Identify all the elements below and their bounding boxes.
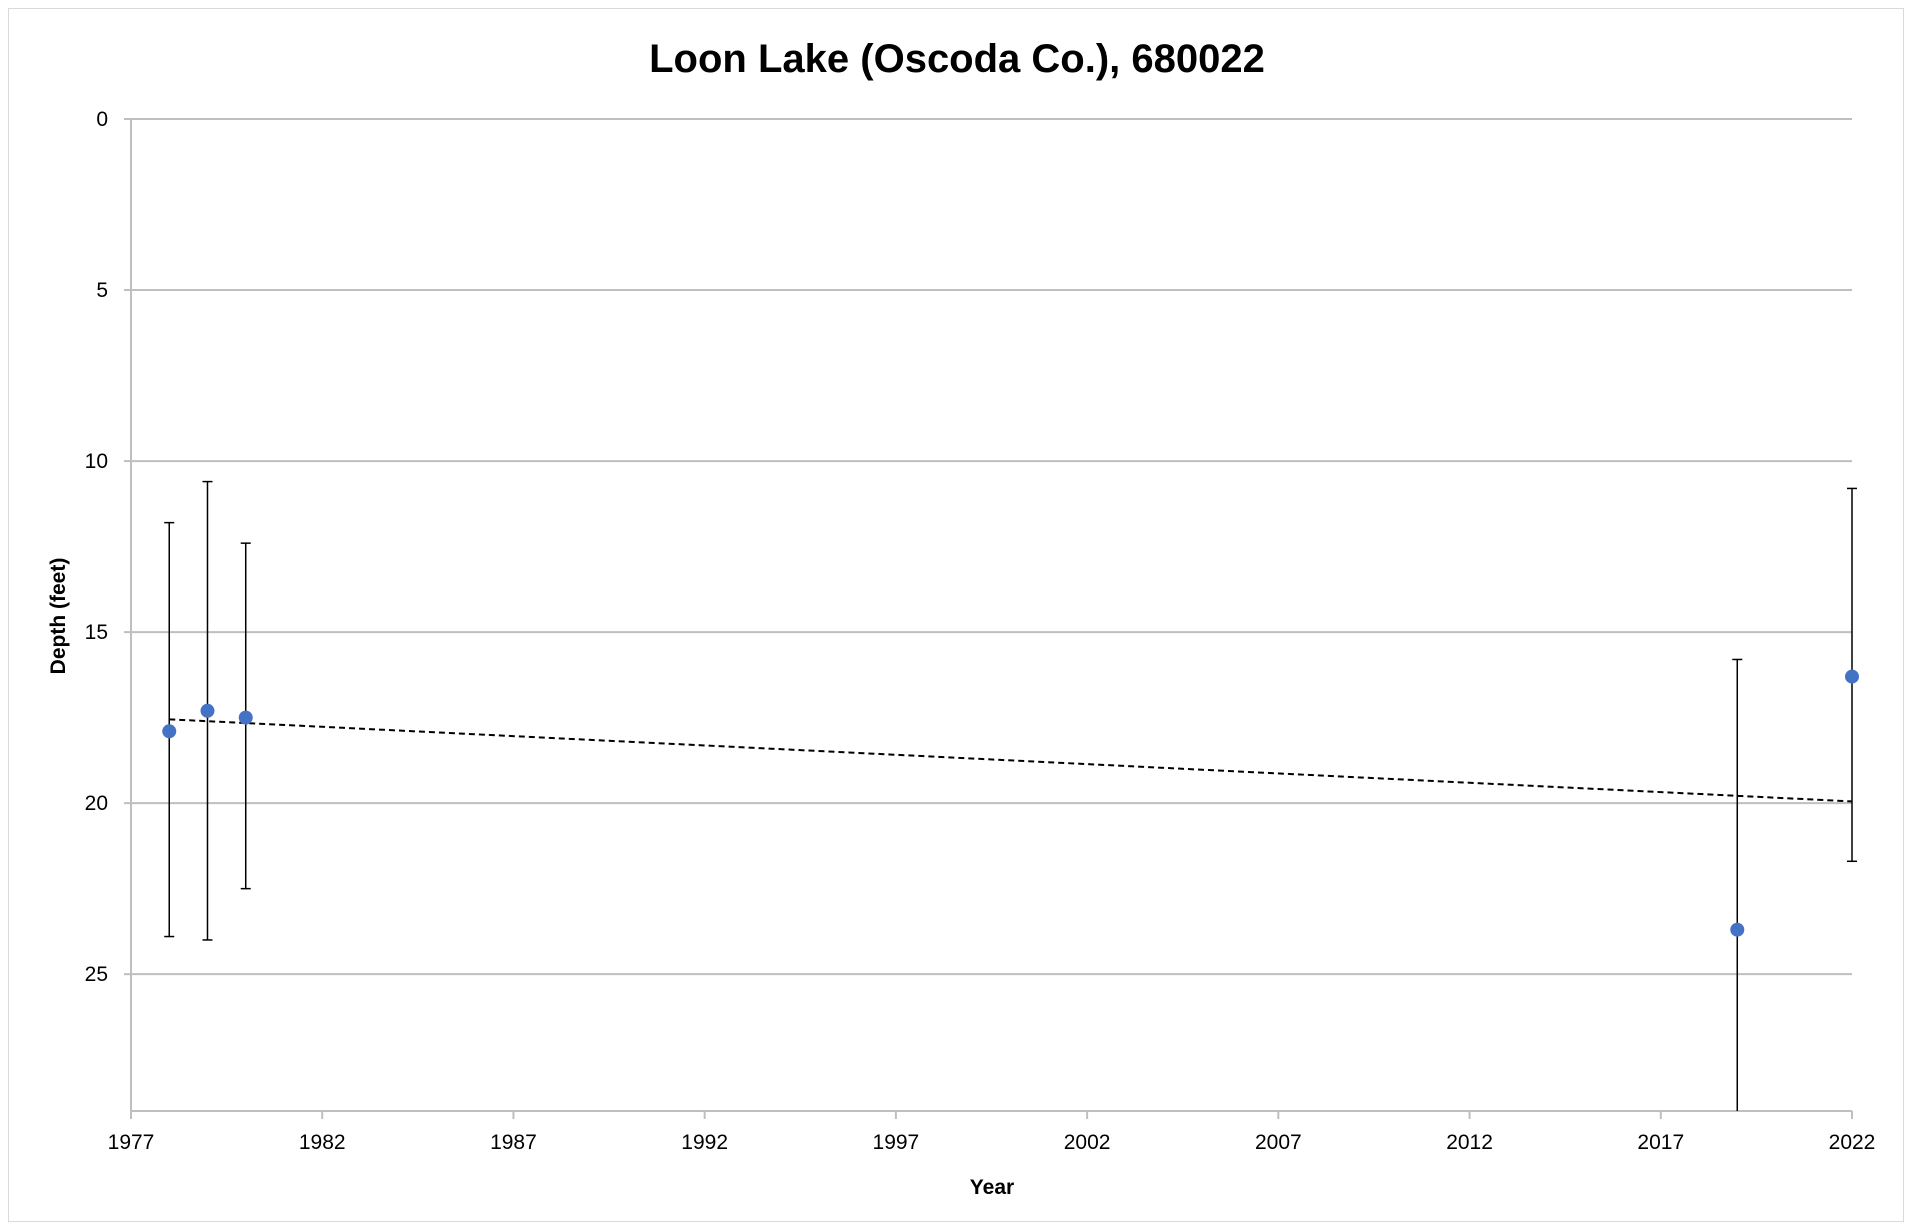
data-point-2022 [1845,669,1859,684]
y-axis-title: Depth (feet) [47,558,70,675]
x-tick-label-1977: 1977 [108,1131,155,1154]
chart-title: Loon Lake (Oscoda Co.), 680022 [649,37,1265,81]
error-bars [164,480,1857,1111]
x-tick-label-1982: 1982 [299,1131,346,1154]
x-tick-label-2007: 2007 [1255,1131,1302,1154]
data-points [162,669,1859,937]
y-tick-label-0: 0 [96,108,108,131]
x-tick-label-2022: 2022 [1829,1131,1876,1154]
tick-labels: 0 5 10 15 20 25 1977 1982 1987 1992 1997 2002 2007 20… [85,108,1876,1154]
y-tick-label-5: 5 [96,279,108,302]
gridlines [131,118,1852,976]
data-point-1980 [238,710,253,725]
trendline-layer [169,718,1853,803]
data-point-1979 [200,703,215,718]
x-tick-label-2002: 2002 [1064,1131,1111,1154]
axes [124,118,1853,1119]
y-tick-label-20: 20 [85,792,108,815]
trendline [169,718,1853,803]
x-tick-label-1987: 1987 [490,1131,537,1154]
x-tick-label-1997: 1997 [873,1131,920,1154]
x-tick-label-1992: 1992 [681,1131,728,1154]
y-tick-label-25: 25 [85,963,108,986]
y-tick-label-15: 15 [85,621,108,644]
data-point-1978 [162,724,177,739]
y-tick-label-10: 10 [85,450,108,473]
x-tick-label-2012: 2012 [1446,1131,1493,1154]
x-axis-title: Year [970,1176,1014,1199]
x-tick-label-2017: 2017 [1637,1131,1684,1154]
data-point-2019 [1730,922,1745,937]
chart-area [8,8,1904,1222]
